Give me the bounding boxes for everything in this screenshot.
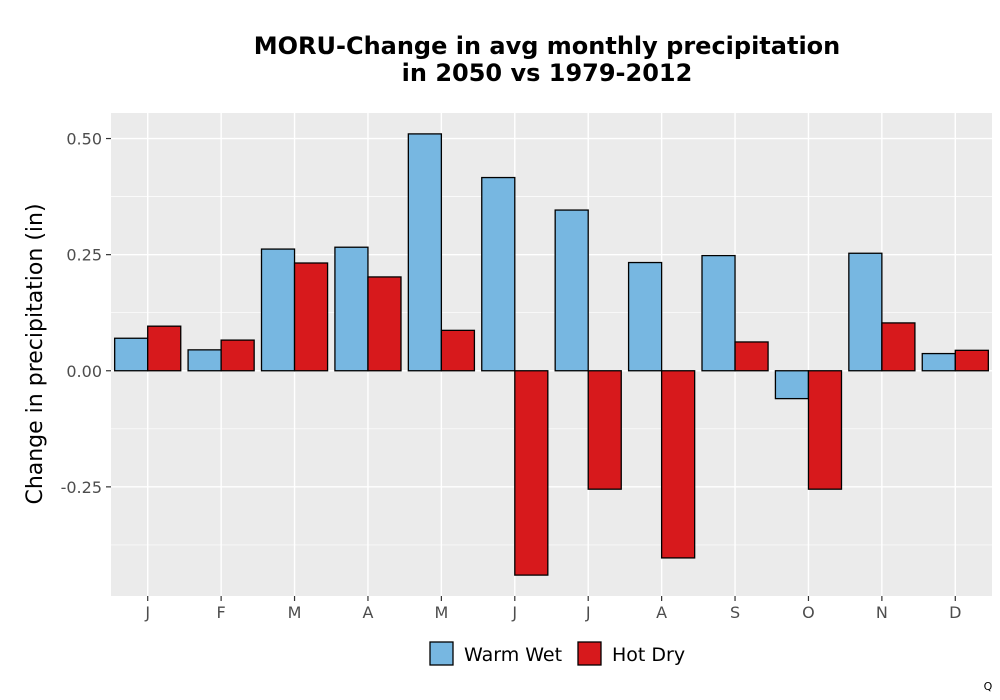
corner-mark: Q [984,680,993,693]
bars [114,133,989,576]
legend: Warm Wet Hot Dry [429,641,685,666]
legend-label-hot-dry: Hot Dry [612,644,685,666]
x-tick-label: J [585,603,591,622]
x-tick-label: F [217,603,226,622]
x-tick-label: M [434,603,448,622]
x-tick-label: M [288,603,302,622]
x-tick-label: A [656,603,667,622]
bar-hot-dry [881,322,916,372]
x-tick-label: O [802,603,815,622]
x-tick-label: N [876,603,888,622]
bar-warm-wet [701,254,736,372]
bar-hot-dry [220,339,255,372]
x-tick-label: D [949,603,961,622]
y-tick-label: 0.25 [66,246,102,265]
bar-warm-wet [774,370,810,400]
bar-warm-wet [260,248,296,372]
bar-hot-dry [293,262,329,372]
bar-warm-wet [627,261,663,372]
x-tick-label: J [511,603,517,622]
y-tick-label: 0.50 [66,130,102,149]
plot-panel [111,113,992,596]
y-tick-label: -0.25 [61,478,102,497]
bar-warm-wet [334,246,369,372]
bar-hot-dry [514,370,549,576]
y-tick-label: 0.00 [66,362,102,381]
bar-warm-wet [921,352,956,372]
bar-hot-dry [147,325,182,372]
x-tick-label: A [362,603,373,622]
y-axis-title: Change in precipitation (in) [23,203,48,504]
legend-label-warm-wet: Warm Wet [464,644,562,666]
bar-warm-wet [554,209,589,372]
bar-hot-dry [954,349,989,372]
chart-title-line-1: MORU-Change in avg monthly precipitation [254,32,841,60]
bar-hot-dry [440,329,476,372]
bar-hot-dry [587,370,622,490]
legend-key-warm-wet [429,641,454,666]
bar-warm-wet [407,133,443,372]
x-tick-label: J [144,603,150,622]
bar-hot-dry [660,370,696,559]
bar-warm-wet [481,176,516,372]
bar-hot-dry [367,276,402,372]
y-axis: 0.50 0.25 0.00 -0.25 [61,130,111,497]
chart-title-line-2: in 2050 vs 1979-2012 [402,59,693,87]
bar-warm-wet [114,337,149,372]
bar-warm-wet [187,349,222,372]
bar-hot-dry [807,370,843,490]
legend-key-hot-dry [577,641,602,666]
bar-warm-wet [848,252,883,372]
x-tick-label: S [730,603,740,622]
bar-hot-dry [734,341,769,372]
